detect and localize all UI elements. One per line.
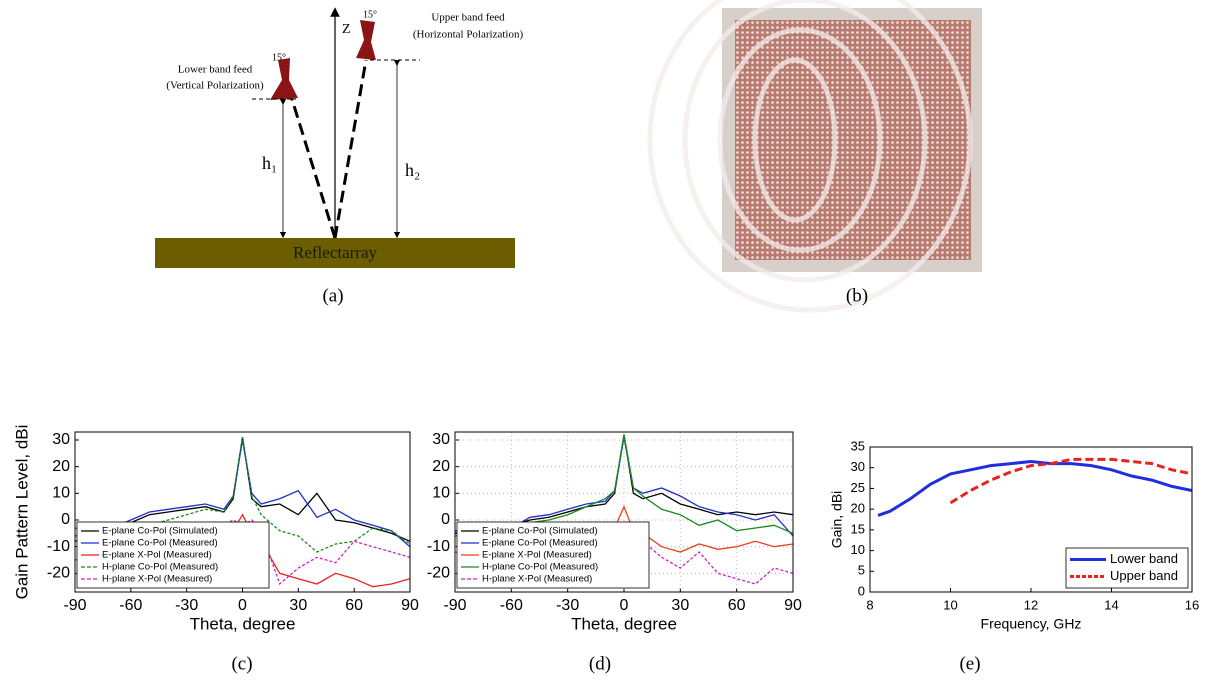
- x-tick-label: 0: [238, 597, 247, 614]
- x-tick-label: -90: [443, 597, 466, 614]
- legend-label: Upper band: [1110, 568, 1178, 583]
- h1-label: h₁: [262, 153, 277, 173]
- x-tick-label: 12: [1024, 597, 1038, 612]
- feed-label: Upper band feed: [431, 12, 505, 24]
- y-tick-label: 10: [432, 485, 450, 502]
- legend-label: Lower band: [1110, 551, 1178, 566]
- plot-frame: [74, 431, 411, 593]
- y-tick-label: 20: [851, 501, 865, 516]
- x-axis-label: Theta, degree: [571, 614, 677, 633]
- y-tick-label: 20: [52, 458, 70, 475]
- caption: (a): [322, 285, 343, 306]
- x-tick-label: 14: [1104, 597, 1118, 612]
- legend-box: [1065, 547, 1189, 589]
- y-tick-label: 0: [441, 511, 450, 528]
- upper-ray: [333, 59, 368, 239]
- y-tick-label: 35: [851, 438, 865, 453]
- x-tick-label: 90: [784, 597, 802, 614]
- legend-label: E-plane Co-Pol (Simulated): [482, 526, 598, 537]
- legend-label: E-plane X-Pol (Measured): [482, 550, 592, 561]
- y-tick-label: 30: [851, 459, 865, 474]
- diagram-a: Reflectarray Z h₁ h₂ 15° 15° Lower band …: [155, 7, 524, 268]
- caption: (b): [846, 285, 868, 306]
- series-line: [949, 457, 1192, 505]
- legend-box: [456, 521, 650, 589]
- caption: (d): [589, 653, 611, 674]
- reflectarray-plate: [155, 238, 515, 268]
- y-tick-label: -10: [47, 538, 70, 555]
- y-tick-label: -20: [47, 565, 70, 582]
- feed-label: (Vertical Polarization): [166, 80, 264, 92]
- h2-label: h₂: [405, 160, 420, 180]
- y-tick-label: 15: [851, 521, 865, 536]
- reflectarray-label: Reflectarray: [293, 243, 377, 262]
- x-tick-label: 10: [943, 597, 957, 612]
- y-tick-label: 0: [858, 583, 865, 598]
- x-tick-label: 30: [671, 597, 689, 614]
- angle-label: 15°: [363, 9, 377, 20]
- y-axis-label: Gain Pattern Level, dBi: [12, 425, 31, 600]
- y-tick-label: 10: [851, 542, 865, 557]
- x-tick-label: 16: [1185, 597, 1199, 612]
- y-tick-label: 10: [52, 485, 70, 502]
- x-tick-label: -60: [500, 597, 523, 614]
- x-tick-label: 8: [866, 597, 873, 612]
- series-line: [877, 459, 1192, 517]
- z-label: Z: [342, 22, 351, 37]
- photo-rings: [647, 0, 973, 313]
- legend-box: [76, 521, 270, 589]
- x-tick-label: 60: [345, 597, 363, 614]
- y-tick-label: -20: [427, 565, 450, 582]
- feed-label: (Horizontal Polarization): [413, 29, 524, 41]
- legend-label: H-plane X-Pol (Measured): [482, 574, 592, 585]
- x-tick-label: -90: [63, 597, 86, 614]
- plot-frame: [454, 431, 794, 593]
- x-tick-label: 0: [620, 597, 629, 614]
- legend-label: E-plane Co-Pol (Measured): [482, 538, 598, 549]
- caption: (e): [959, 653, 980, 674]
- legend-label: E-plane Co-Pol (Measured): [102, 538, 218, 549]
- y-tick-label: -10: [427, 538, 450, 555]
- plot-frame: [869, 446, 1193, 593]
- lower-ray: [289, 95, 337, 239]
- y-tick-label: 0: [61, 511, 70, 528]
- lower-horn: [270, 58, 298, 100]
- x-tick-label: 60: [728, 597, 746, 614]
- x-tick-label: -30: [556, 597, 579, 614]
- x-tick-label: 90: [401, 597, 419, 614]
- series-line: [75, 519, 410, 586]
- y-tick-label: 5: [858, 563, 865, 578]
- x-tick-label: -60: [119, 597, 142, 614]
- y-tick-label: 30: [432, 431, 450, 448]
- photo-b: [647, 0, 982, 313]
- legend-label: H-plane X-Pol (Measured): [102, 574, 212, 585]
- y-tick-label: 25: [851, 480, 865, 495]
- series-line: [75, 437, 410, 553]
- y-axis-label: Gain, dBi: [829, 491, 845, 549]
- legend-label: H-plane Co-Pol (Measured): [102, 562, 218, 573]
- x-axis-label: Frequency, GHz: [981, 616, 1082, 632]
- legend-label: E-plane X-Pol (Measured): [102, 550, 212, 561]
- upper-horn: [356, 20, 376, 60]
- angle-label: 15°: [272, 52, 286, 63]
- x-axis-label: Theta, degree: [190, 614, 296, 633]
- x-tick-label: 30: [289, 597, 307, 614]
- y-tick-label: 30: [52, 431, 70, 448]
- y-tick-label: 20: [432, 458, 450, 475]
- x-tick-label: -30: [175, 597, 198, 614]
- caption: (c): [231, 653, 252, 674]
- feed-label: Lower band feed: [178, 64, 253, 76]
- legend-label: E-plane Co-Pol (Simulated): [102, 526, 218, 537]
- legend-label: H-plane Co-Pol (Measured): [482, 562, 598, 573]
- series-line: [75, 439, 410, 548]
